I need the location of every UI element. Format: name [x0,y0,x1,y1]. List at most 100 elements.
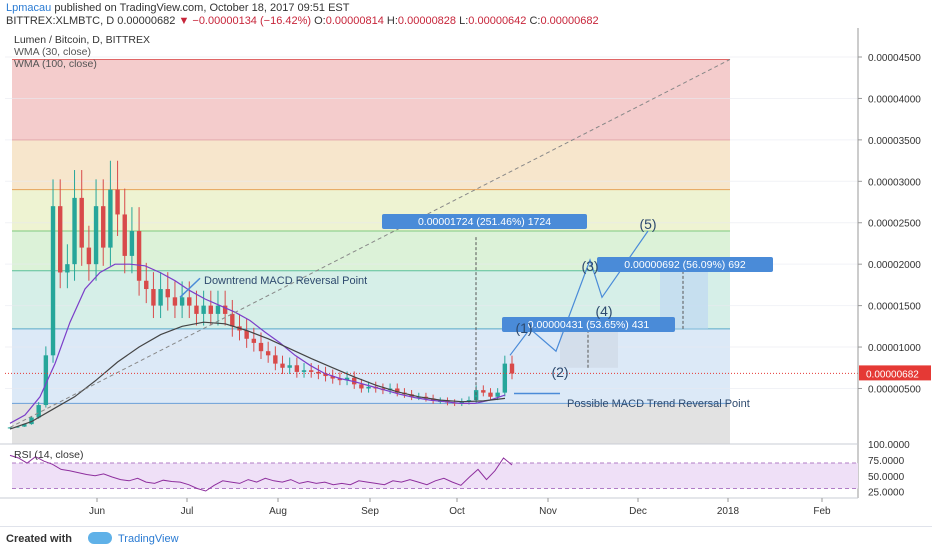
candle-body [187,297,192,306]
reversal-arrow-1 [179,277,201,298]
legend-wma30: WMA (30, close) [14,46,91,58]
time-tick-label: Sep [361,506,379,517]
moving-averages [9,263,506,430]
created-with-text: Created with [6,533,73,545]
chart-text: 0.00004500 0.00004000 0.00003500 0.00003000… [14,34,921,517]
elliott-wave-path [509,230,649,356]
time-tick-label: Feb [813,506,831,517]
rsi-line [9,454,513,492]
rsi-tick-label: 75.0000 [868,456,905,467]
price-chart[interactable]: 0.00004500 0.00004000 0.00003500 0.00003000… [0,28,932,526]
candle-body [208,305,213,314]
candle-body [22,424,27,427]
wave-label: (2) [551,364,568,380]
candle-body [50,206,56,356]
fib-band [12,139,730,190]
candle-body [144,280,149,290]
wave-label: (5) [639,216,656,232]
candle-body [65,264,70,273]
time-tick-label: Oct [449,506,465,517]
candle-body [495,392,500,397]
candle-body [430,398,436,401]
candle-body [72,197,77,265]
candle-body [215,305,221,314]
price-tick-label: 0.00000500 [868,384,921,395]
wave-label: (4) [595,303,612,319]
candle-body [251,338,257,343]
annotations [5,59,931,428]
candle-body [459,401,464,404]
candle-body [86,247,92,265]
candle-body [101,206,106,248]
time-tick-label: Jun [89,506,105,517]
candle-body [280,363,285,368]
candle-body [337,378,343,381]
rsi-tick-label: 50.0000 [868,472,905,483]
tradingview-logo-icon [88,532,112,544]
candle-body [36,405,41,418]
close-label: C: [529,15,541,27]
open-value: 0.00000814 [325,15,384,27]
candle-body [473,390,479,401]
candle-body [58,206,63,273]
price-tick-label: 0.00002500 [868,219,921,230]
price-tick-label: 0.00004000 [868,94,921,105]
time-tick-label: Dec [629,506,647,517]
measure-label-2-bg [597,257,773,272]
uptrend-reversal-text: Possible MACD Trend Reversal Point [567,398,750,410]
fib-band [12,59,730,140]
header-line-2: BITTREX:XLMBTC, D 0.00000682 ▼ −0.000001… [6,15,599,27]
candle-body [151,289,156,306]
measure-label-3-bg [502,317,675,332]
axes [0,28,862,502]
footer: Created with TradingView [0,526,932,551]
downtrend-reversal-text: Downtrend MACD Reversal Point [204,275,367,287]
high-value: 0.00000828 [397,15,457,27]
candle-body [244,330,249,339]
fib-band [12,328,730,404]
candle-body [323,373,328,377]
measure-box-3 [560,328,618,368]
time-tick-label: Aug [269,506,287,517]
candle-body [179,297,185,306]
low-label: L: [459,15,469,27]
candle-body [43,355,49,406]
price-tick-label: 0.00002000 [868,260,921,271]
open-label: O: [314,15,326,27]
measure-label-1: 0.00001724 (251.46%) 1724 [418,216,551,228]
last-price-tag-bg [859,365,931,381]
legend-wma100: WMA (100, close) [14,58,97,70]
candle-body [366,386,371,389]
candle-body [287,365,292,368]
candle-body [395,388,400,393]
low-value: 0.00000642 [468,15,527,27]
candle-body [194,305,199,314]
price-tick-label: 0.00001000 [868,343,921,354]
legend-rsi: RSI (14, close) [14,449,83,461]
tradingview-brand[interactable]: TradingView [118,533,179,545]
candle-body [294,365,300,372]
author-link[interactable]: Lpmacau [6,2,52,14]
last-price-tag: 0.00000682 [866,369,919,380]
down-arrow-icon: ▼ [178,15,190,27]
candle-body [108,189,113,248]
price-tick-label: 0.00004500 [868,53,921,64]
wave-label: (3) [581,258,598,274]
candle-body [301,370,307,372]
wma100-line [9,321,506,430]
candle-body [273,355,278,364]
measure-label-2: 0.00000692 (56.09%) 692 [624,259,746,271]
candle-body [201,305,206,314]
candle-body [222,305,228,314]
high-label: H: [386,15,398,27]
legend-title: Lumen / Bitcoin, D, BITTREX [14,34,150,46]
measure-label-3: 0.00000431 (53.65%) 431 [528,319,650,331]
candle-body [158,289,163,306]
time-tick-label: 2018 [717,506,740,517]
candle-body [481,390,486,393]
candle-body [129,231,135,256]
candle-body [115,189,120,215]
header-line-1: Lpmacau published on TradingView.com, Oc… [6,2,349,14]
dashed-trend-line [9,59,731,428]
time-tick-label: Nov [539,506,557,517]
